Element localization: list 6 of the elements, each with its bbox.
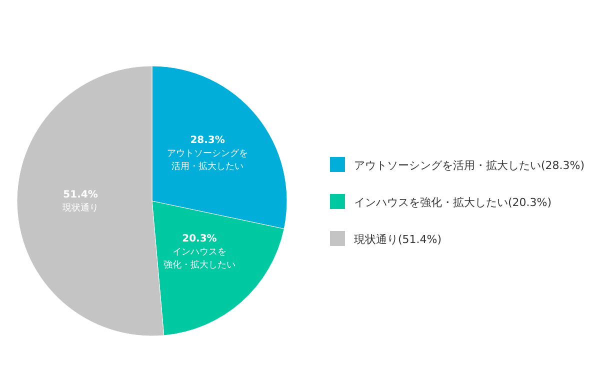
legend-label: インハウスを強化・拡大したい(20.3%) (354, 196, 552, 209)
legend-label: 現状通り(51.4%) (354, 233, 442, 246)
data-label: 28.3% アウトソーシングを活用・拡大したい (167, 134, 248, 172)
data-label: 51.4% 現状通り (62, 190, 99, 214)
data-label: 20.3% インハウスを強化・拡大したい (163, 234, 236, 271)
legend-label: アウトソーシングを活用・拡大したい(28.3%) (354, 159, 585, 172)
